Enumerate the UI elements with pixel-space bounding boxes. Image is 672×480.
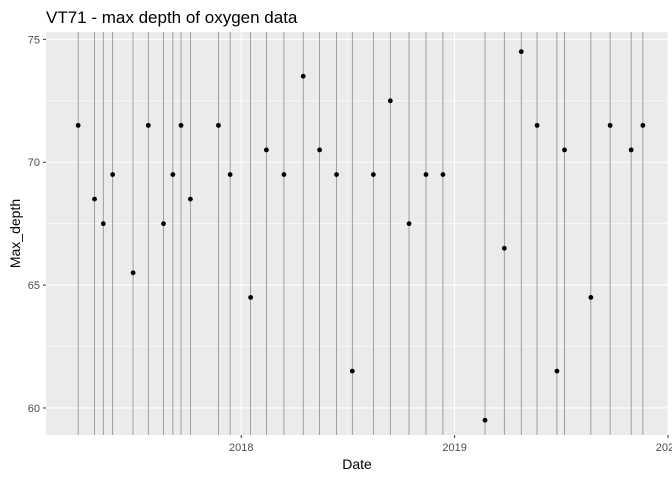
data-point (300, 73, 306, 79)
x-tick-label: 2020 (656, 442, 672, 454)
plot-panel (46, 32, 668, 435)
data-point (482, 417, 488, 423)
y-axis: 60 65 70 75 (28, 34, 46, 415)
data-point (440, 172, 446, 177)
y-tick-label: 65 (28, 280, 40, 292)
data-point (130, 270, 136, 276)
data-point (628, 147, 634, 153)
data-point (92, 196, 97, 202)
data-point (501, 245, 507, 251)
y-tick-label: 75 (28, 34, 40, 46)
data-point (100, 221, 106, 227)
x-tick-label: 2018 (229, 442, 253, 454)
data-point (370, 172, 376, 177)
data-point (170, 172, 176, 177)
x-axis-title: Date (342, 456, 372, 472)
data-point (423, 172, 429, 177)
data-point (562, 147, 567, 153)
data-point (588, 294, 594, 300)
data-point (248, 294, 254, 300)
data-point (227, 172, 233, 177)
data-point (518, 49, 524, 55)
data-point (607, 122, 613, 128)
data-point (317, 147, 322, 153)
data-point (534, 122, 540, 128)
data-points (75, 49, 646, 423)
data-point (281, 172, 287, 177)
data-point (349, 368, 355, 374)
data-point (110, 172, 116, 177)
y-tick-label: 60 (28, 403, 40, 415)
chart-title: VT71 - max depth of oxygen data (46, 8, 298, 27)
data-point (640, 122, 646, 128)
data-point (334, 172, 339, 177)
data-point (216, 122, 221, 128)
x-tick-label: 2019 (442, 442, 466, 454)
data-point (178, 122, 184, 128)
data-point (187, 196, 193, 202)
data-point (387, 98, 393, 104)
y-axis-title: Max_depth (7, 199, 23, 268)
data-point (263, 147, 269, 153)
data-point (75, 122, 81, 128)
x-axis: 2018 2019 2020 (229, 435, 672, 454)
y-tick-label: 70 (28, 157, 40, 169)
data-point (406, 221, 412, 227)
point-vertical-lines (77, 32, 644, 435)
data-point (554, 368, 560, 374)
data-point (145, 122, 151, 128)
data-point (161, 221, 166, 227)
